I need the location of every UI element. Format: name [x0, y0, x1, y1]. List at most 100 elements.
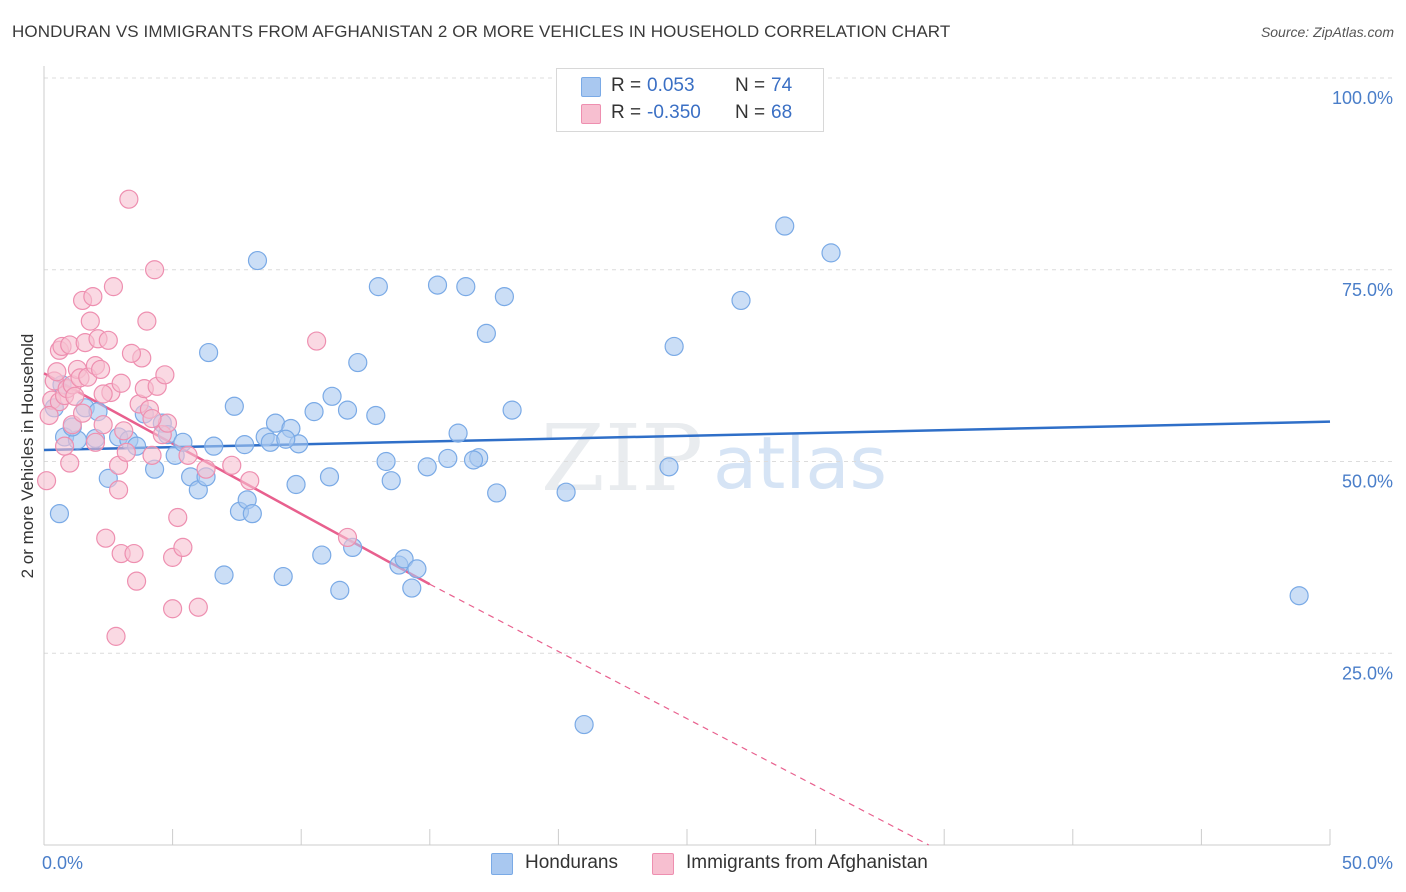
- point-afghanistan: [93, 415, 113, 435]
- legend-swatch-hondurans: [581, 77, 601, 97]
- point-hondurans: [337, 400, 358, 420]
- point-afghanistan: [124, 543, 144, 564]
- point-hondurans: [402, 578, 422, 598]
- point-hondurans: [330, 580, 350, 600]
- point-hondurans: [821, 243, 841, 263]
- point-afghanistan: [121, 343, 142, 363]
- point-hondurans: [448, 423, 468, 443]
- point-hondurans: [322, 386, 342, 406]
- point-afghanistan: [85, 432, 106, 452]
- point-hondurans: [381, 471, 401, 491]
- point-hondurans: [775, 216, 795, 236]
- point-afghanistan: [178, 445, 198, 465]
- point-hondurans: [427, 275, 448, 295]
- point-afghanistan: [168, 507, 188, 528]
- point-afghanistan: [47, 362, 67, 382]
- legend-n-value: 68: [771, 102, 793, 123]
- point-hondurans: [1289, 586, 1309, 606]
- point-hondurans: [348, 352, 368, 373]
- point-afghanistan: [106, 626, 126, 646]
- trend-line-afghanistan-extension: [429, 583, 930, 846]
- bottom-legend-swatch-afghanistan: [652, 853, 674, 875]
- point-hondurans: [368, 277, 388, 297]
- point-hondurans: [199, 342, 219, 363]
- point-afghanistan: [93, 384, 113, 404]
- point-afghanistan: [173, 537, 193, 558]
- trend-line-afghanistan: [43, 372, 431, 586]
- point-afghanistan: [142, 445, 162, 465]
- point-afghanistan: [98, 330, 118, 350]
- point-hondurans: [312, 545, 332, 565]
- point-afghanistan: [90, 359, 111, 380]
- point-hondurans: [502, 400, 522, 420]
- bottom-legend-swatch-hondurans: [491, 853, 513, 875]
- point-hondurans: [304, 402, 324, 422]
- y-tick-label: 25.0%: [1342, 663, 1393, 683]
- point-hondurans: [731, 290, 751, 311]
- point-hondurans: [224, 396, 244, 416]
- legend-r-value: 0.053: [647, 75, 695, 96]
- legend-n-label: N =: [735, 102, 766, 123]
- point-hondurans: [260, 432, 280, 452]
- source-label: Source: ZipAtlas.com: [1260, 24, 1394, 40]
- point-afghanistan: [36, 471, 57, 491]
- y-axis-label: 2 or more Vehicles in Household: [18, 333, 37, 579]
- point-afghanistan: [83, 286, 103, 307]
- bottom-legend-label-hondurans: Hondurans: [525, 852, 618, 873]
- point-afghanistan: [163, 599, 183, 619]
- point-afghanistan: [65, 386, 85, 406]
- legend-r-label: R =: [611, 102, 642, 123]
- point-hondurans: [242, 504, 262, 524]
- legend-r-label: R =: [611, 75, 642, 96]
- point-afghanistan: [111, 373, 131, 393]
- point-hondurans: [574, 714, 594, 735]
- legend-r-value: -0.350: [647, 102, 701, 123]
- data-points: [36, 189, 1309, 735]
- point-afghanistan: [39, 405, 59, 426]
- axes: [43, 66, 1331, 846]
- point-hondurans: [276, 429, 296, 449]
- point-hondurans: [407, 559, 427, 579]
- point-afghanistan: [103, 277, 124, 297]
- y-tick-label: 50.0%: [1342, 472, 1393, 492]
- legend-n-value: 74: [771, 75, 793, 96]
- point-afghanistan: [144, 260, 165, 280]
- point-hondurans: [476, 323, 496, 344]
- point-hondurans: [556, 482, 576, 502]
- point-afghanistan: [54, 436, 75, 456]
- point-hondurans: [417, 457, 437, 477]
- point-hondurans: [438, 448, 458, 469]
- stats-legend: R = 0.053 N = 74 R = -0.350 N = 68: [556, 68, 824, 132]
- point-afghanistan: [240, 471, 260, 491]
- point-hondurans: [494, 286, 514, 307]
- tick-labels: 25.0% 50.0% 75.0% 100.0% 0.0% 50.0%: [42, 88, 1393, 873]
- point-afghanistan: [222, 455, 242, 475]
- trend-line-hondurans: [43, 420, 1331, 452]
- point-afghanistan: [137, 311, 157, 331]
- point-hondurans: [664, 336, 684, 357]
- bottom-legend-label-afghanistan: Immigrants from Afghanistan: [686, 852, 928, 873]
- point-hondurans: [204, 436, 224, 456]
- grid-lines: [44, 77, 1392, 654]
- point-hondurans: [366, 405, 386, 426]
- point-afghanistan: [96, 528, 116, 548]
- point-hondurans: [214, 565, 234, 585]
- point-afghanistan: [80, 311, 100, 331]
- point-afghanistan: [60, 453, 80, 473]
- point-hondurans: [247, 250, 268, 271]
- trend-lines: [43, 372, 1331, 846]
- y-tick-label: 75.0%: [1342, 280, 1393, 300]
- x-tick-label: 0.0%: [42, 853, 83, 873]
- point-hondurans: [49, 504, 70, 524]
- point-afghanistan: [155, 365, 175, 385]
- point-afghanistan: [116, 442, 136, 462]
- point-afghanistan: [108, 480, 129, 500]
- point-afghanistan: [119, 189, 139, 209]
- point-afghanistan: [114, 421, 134, 441]
- point-hondurans: [659, 457, 679, 477]
- y-tick-label: 100.0%: [1332, 88, 1393, 108]
- point-hondurans: [273, 566, 293, 587]
- chart-title: HONDURAN VS IMMIGRANTS FROM AFGHANISTAN …: [12, 22, 951, 41]
- legend-n-label: N =: [735, 75, 766, 96]
